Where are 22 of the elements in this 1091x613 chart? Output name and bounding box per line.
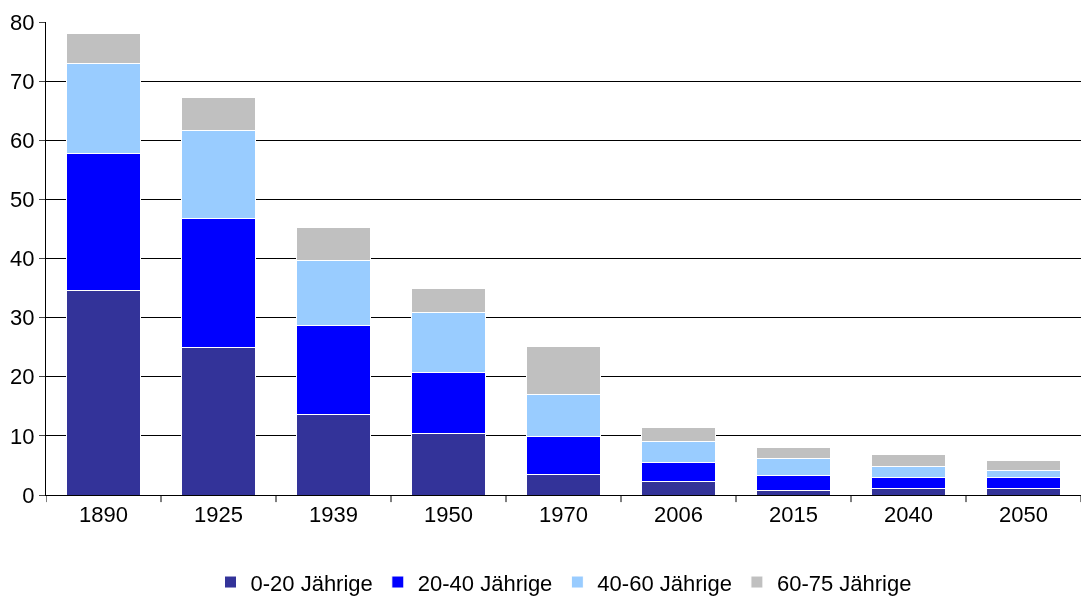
- y-tick-label: 30: [10, 305, 35, 331]
- x-tick-label: 1950: [424, 502, 473, 528]
- y-tick-label: 70: [10, 68, 35, 94]
- y-tick-label: 10: [10, 423, 35, 449]
- x-tick-label: 2015: [769, 502, 818, 528]
- legend-label: 60-75 Jährige: [776, 570, 912, 596]
- x-tick-label: 2040: [884, 502, 933, 528]
- x-tick-label: 2006: [654, 502, 703, 528]
- x-tick-label: 1939: [309, 502, 358, 528]
- x-tick-label: 1925: [194, 502, 243, 528]
- x-tick-label: 1890: [79, 502, 128, 528]
- legend-label: 40-60 Jährige: [597, 570, 732, 596]
- x-tick-label: 1970: [539, 502, 588, 528]
- y-tick-label: 80: [10, 9, 35, 35]
- x-tick-label: 2050: [999, 502, 1048, 528]
- y-tick-label: 40: [10, 246, 35, 272]
- y-tick-label: 0: [22, 482, 35, 508]
- y-tick-label: 60: [10, 127, 35, 153]
- legend-label: 0-20 Jährige: [250, 570, 373, 596]
- y-tick-label: 50: [10, 187, 35, 213]
- legend-label: 20-40 Jährige: [417, 570, 553, 596]
- y-tick-label: 20: [10, 364, 35, 390]
